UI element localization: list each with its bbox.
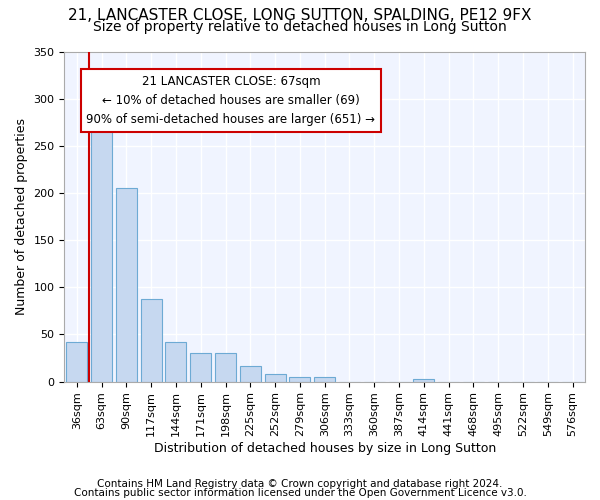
Bar	[265, 374, 286, 382]
Bar	[140, 298, 162, 382]
Y-axis label: Number of detached properties: Number of detached properties	[15, 118, 28, 315]
Bar	[215, 354, 236, 382]
Text: Contains HM Land Registry data © Crown copyright and database right 2024.: Contains HM Land Registry data © Crown c…	[97, 479, 503, 489]
Bar	[166, 342, 187, 382]
Bar	[190, 354, 211, 382]
Bar	[413, 379, 434, 382]
Bar	[66, 342, 88, 382]
Text: 21 LANCASTER CLOSE: 67sqm
← 10% of detached houses are smaller (69)
90% of semi-: 21 LANCASTER CLOSE: 67sqm ← 10% of detac…	[86, 74, 376, 126]
Bar	[314, 377, 335, 382]
Bar	[116, 188, 137, 382]
Bar	[240, 366, 261, 382]
X-axis label: Distribution of detached houses by size in Long Sutton: Distribution of detached houses by size …	[154, 442, 496, 455]
Bar	[289, 377, 310, 382]
Bar	[91, 108, 112, 382]
Text: 21, LANCASTER CLOSE, LONG SUTTON, SPALDING, PE12 9FX: 21, LANCASTER CLOSE, LONG SUTTON, SPALDI…	[68, 8, 532, 22]
Text: Size of property relative to detached houses in Long Sutton: Size of property relative to detached ho…	[93, 20, 507, 34]
Text: Contains public sector information licensed under the Open Government Licence v3: Contains public sector information licen…	[74, 488, 526, 498]
